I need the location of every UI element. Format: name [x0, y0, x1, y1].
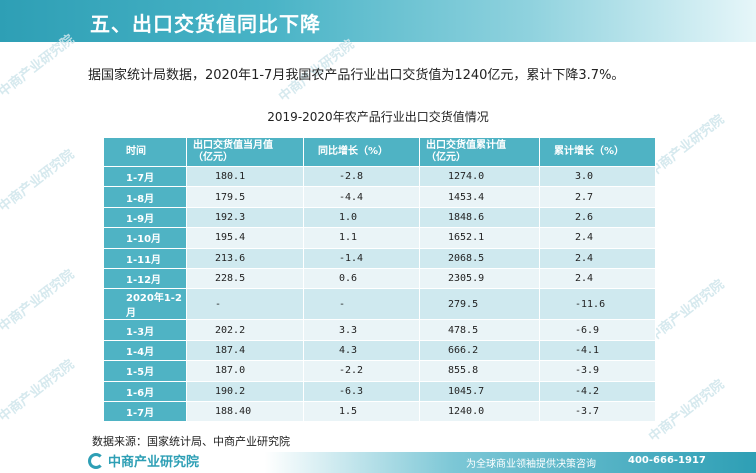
watermark: 中商产业研究院: [0, 357, 78, 426]
table-row: 1-3月 202.2 3.3 478.5 -6.9: [103, 319, 656, 341]
table-cell: -3.7: [539, 400, 656, 423]
column-header: 同比增长（%）: [303, 137, 420, 167]
table-row: 1-9月 192.3 1.0 1848.6 2.6: [103, 206, 656, 229]
row-period-cell: 1-3月: [103, 319, 187, 341]
table-cell: 1274.0: [419, 165, 540, 188]
table-row: 1-12月 228.5 0.6 2305.9 2.4: [103, 267, 656, 290]
row-period-cell: 1-9月: [103, 206, 187, 229]
row-period-cell: 1-10月: [103, 227, 187, 249]
table-cell: -: [303, 288, 420, 321]
table-row: 1-10月 195.4 1.1 1652.1 2.4: [103, 227, 656, 249]
table-cell: 187.0: [186, 360, 304, 382]
row-period-cell: 1-8月: [103, 186, 187, 208]
table-cell: 179.5: [186, 186, 304, 208]
table-cell: 2305.9: [419, 267, 540, 290]
table-row: 2020年1-2月 - -279.5 -11.6: [103, 288, 656, 321]
row-period-cell: 2020年1-2月: [103, 288, 187, 321]
intro-text: 据国家统计局数据，2020年1-7月我国农产品行业出口交货值为1240亿元，累计…: [88, 68, 625, 83]
table-row: 1-8月 179.5 -4.4 1453.4 2.7: [103, 186, 656, 208]
watermark: 中商产业研究院: [646, 277, 728, 346]
table-cell: 4.3: [303, 339, 420, 362]
table-cell: -6.3: [303, 380, 420, 402]
table-header-row: 时间 出口交货值当月值 （亿元） 同比增长（%） 出口交货值累计值 （亿元） 累计增…: [103, 137, 656, 167]
footer-slogan: 为全球商业领袖提供决策咨询: [466, 459, 596, 470]
table-cell: 1045.7: [419, 380, 540, 402]
column-header-line: 出口交货值累计值: [426, 140, 506, 151]
column-header-line: （亿元）: [193, 152, 233, 163]
table-cell: 1240.0: [419, 400, 540, 423]
export-value-table: 时间 出口交货值当月值 （亿元） 同比增长（%） 出口交货值累计值 （亿元） 累计增…: [103, 137, 656, 423]
table-cell: 195.4: [186, 227, 304, 249]
table-cell: 2.4: [539, 247, 656, 269]
table-cell: -1.4: [303, 247, 420, 269]
table-row: 1-7月 180.1 -2.8 1274.0 3.0: [103, 165, 656, 188]
column-header: 时间: [103, 137, 187, 167]
table-cell: 2.7: [539, 186, 656, 208]
column-header: 累计增长（%）: [539, 137, 656, 167]
row-period-cell: 1-6月: [103, 380, 187, 402]
column-header-line: （亿元）: [426, 152, 466, 163]
watermark: 中商产业研究院: [0, 267, 78, 336]
row-period-cell: 1-11月: [103, 247, 187, 269]
table-cell: 3.3: [303, 319, 420, 341]
table-row: 1-6月 190.2 -6.3 1045.7 -4.2: [103, 380, 656, 402]
table-cell: 187.4: [186, 339, 304, 362]
table-cell: 478.5: [419, 319, 540, 341]
table-row: 1-7月 188.40 1.5 1240.0 -3.7: [103, 400, 656, 423]
table-cell: 1848.6: [419, 206, 540, 229]
table-cell: 3.0: [539, 165, 656, 188]
row-period-cell: 1-5月: [103, 360, 187, 382]
table-cell: 1.1: [303, 227, 420, 249]
column-header: 出口交货值当月值 （亿元）: [186, 137, 304, 167]
table-cell: 188.40: [186, 400, 304, 423]
footer-logo: 中商产业研究院: [88, 451, 199, 470]
table-cell: -4.4: [303, 186, 420, 208]
row-period-cell: 1-4月: [103, 339, 187, 362]
table-row: 1-4月 187.4 4.3 666.2 -4.1: [103, 339, 656, 362]
table-cell: -6.9: [539, 319, 656, 341]
column-header-line: 出口交货值当月值: [193, 140, 273, 151]
table-cell: 279.5: [419, 288, 540, 321]
watermark: 中商产业研究院: [0, 147, 78, 216]
table-cell: 202.2: [186, 319, 304, 341]
table-cell: 2.4: [539, 227, 656, 249]
logo-text: 中商产业研究院: [108, 455, 200, 470]
footer-phone: 400-666-1917: [628, 455, 706, 466]
table-cell: 1.5: [303, 400, 420, 423]
page-title: 五、出口交货值同比下降: [90, 12, 321, 36]
table-cell: 2068.5: [419, 247, 540, 269]
data-source-note: 数据来源：国家统计局、中商产业研究院: [92, 435, 290, 448]
table-row: 1-11月 213.6 -1.4 2068.5 2.4: [103, 247, 656, 269]
table-cell: 1.0: [303, 206, 420, 229]
footer-bar: [0, 452, 756, 473]
table-cell: 228.5: [186, 267, 304, 290]
table-cell: 855.8: [419, 360, 540, 382]
row-period-cell: 1-12月: [103, 267, 187, 290]
table-cell: 666.2: [419, 339, 540, 362]
table-cell: -4.1: [539, 339, 656, 362]
table-cell: -11.6: [539, 288, 656, 321]
watermark: 中商产业研究院: [646, 377, 728, 446]
table-cell: -: [186, 288, 304, 321]
table-title: 2019-2020年农产品行业出口交货值情况: [267, 110, 489, 124]
table-row: 1-5月 187.0 -2.2 855.8 -3.9: [103, 360, 656, 382]
table-cell: -2.8: [303, 165, 420, 188]
table-cell: 192.3: [186, 206, 304, 229]
row-period-cell: 1-7月: [103, 165, 187, 188]
table-cell: 2.4: [539, 267, 656, 290]
table-cell: 180.1: [186, 165, 304, 188]
table-cell: -2.2: [303, 360, 420, 382]
row-period-cell: 1-7月: [103, 400, 187, 423]
askci-logo-icon: [88, 452, 104, 469]
table-cell: 0.6: [303, 267, 420, 290]
table-cell: -3.9: [539, 360, 656, 382]
column-header: 出口交货值累计值 （亿元）: [419, 137, 540, 167]
table-cell: 1453.4: [419, 186, 540, 208]
title-bar: 五、出口交货值同比下降: [0, 0, 756, 42]
table-cell: 190.2: [186, 380, 304, 402]
table-cell: 213.6: [186, 247, 304, 269]
table-cell: 1652.1: [419, 227, 540, 249]
table-cell: -4.2: [539, 380, 656, 402]
table-cell: 2.6: [539, 206, 656, 229]
